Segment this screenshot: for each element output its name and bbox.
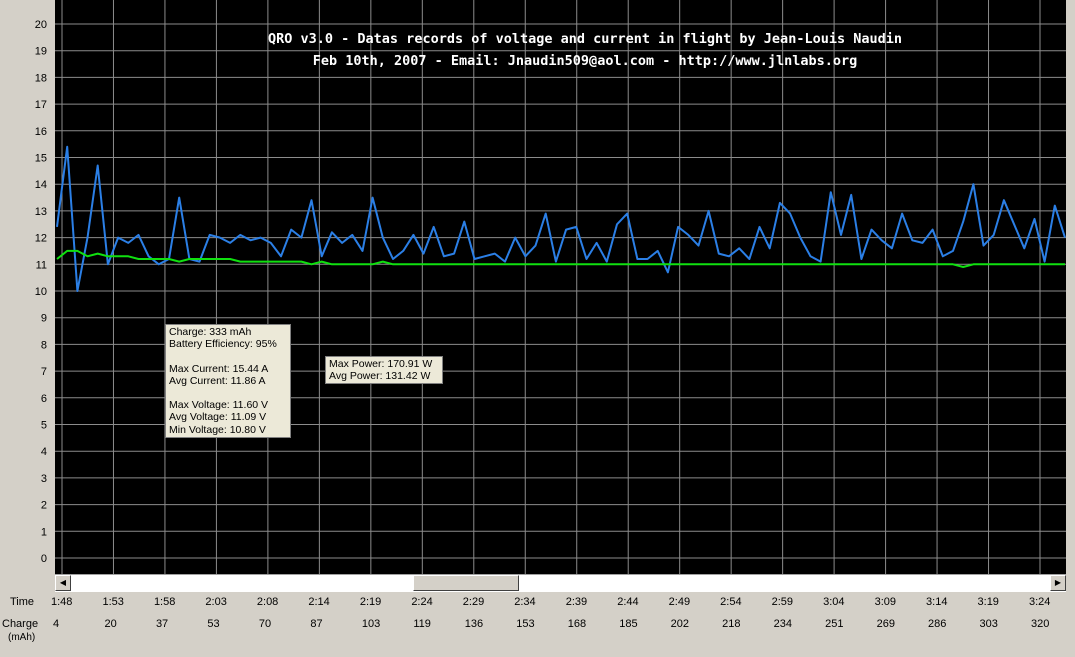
y-tick-label: 1 [41,526,47,538]
stat-battery-efficiency: Battery Efficiency: 95% [169,338,277,351]
charge-tick-label: 119 [413,618,431,630]
y-tick-label: 15 [35,153,47,165]
y-tick-label: 10 [35,286,47,298]
charge-tick-label: 136 [464,618,484,630]
charge-tick-label: 234 [773,618,792,630]
plot-area [55,0,1066,574]
charge-tick-label: 286 [928,618,947,630]
time-tick-label: 2:29 [462,596,485,608]
y-tick-label: 16 [35,126,47,138]
y-tick-label: 19 [35,46,47,58]
time-tick-label: 2:54 [720,596,742,608]
y-tick-label: 7 [41,366,47,378]
stat-spacer [169,387,287,399]
time-tick-label: 3:04 [823,596,845,608]
series-layer [56,145,1066,292]
time-row-label: Time [10,596,35,608]
charge-tick-label: 70 [258,618,272,630]
y-tick-label: 5 [41,420,47,432]
time-tick-label: 2:24 [411,596,433,608]
time-tick-label: 1:58 [153,596,176,608]
chart-title-line-1: QRO v3.0 - Datas records of voltage and … [268,31,902,47]
charge-tick-label: 218 [722,618,741,630]
time-tick-label: 2:39 [565,596,588,608]
y-tick-label: 17 [35,99,47,111]
y-tick-label: 18 [35,72,47,84]
charge-unit-label: (mAh) [8,632,36,643]
charge-tick-label: 202 [670,618,690,630]
stat-max-voltage: Max Voltage: 11.60 V [169,399,269,412]
scroll-right-button[interactable]: ▶ [1050,575,1066,591]
time-tick-label: 2:49 [668,596,691,608]
charge-tick-label: 37 [155,618,169,630]
charge-tick-label: 320 [1031,618,1050,630]
chart-title-line-2: Feb 10th, 2007 - Email: Jnaudin509@aol.c… [312,53,858,69]
voltage-series-line [56,249,1065,268]
charge-tick-label: 269 [876,618,895,630]
time-tick-label: 1:53 [102,596,124,608]
time-tick-label: 3:19 [977,596,999,608]
scroll-thumb[interactable] [413,575,519,591]
y-tick-label: 12 [35,233,47,245]
time-tick-label: 2:03 [205,596,227,608]
y-tick-label: 6 [41,393,47,405]
stat-avg-current: Avg Current: 11.86 A [169,374,266,387]
charge-tick-label: 87 [310,618,323,630]
time-tick-label: 3:09 [874,596,896,608]
time-tick-label: 2:19 [359,596,382,608]
charge-tick-label: 303 [979,618,998,630]
stat-spacer [169,350,287,362]
power-stats-box: Max Power: 170.91 W Avg Power: 131.42 W [325,356,443,385]
charge-tick-label: 251 [825,618,844,630]
charge-tick-label: 153 [516,618,535,630]
stat-charge: Charge: 333 mAh [169,326,252,338]
charge-tick-label: 185 [619,618,638,630]
time-tick-row: 1:48 1:53 1:58 2:03 2:08 2:14 2:19 2:24 2:29 2:34… [0,596,1075,610]
time-tick-label: 3:24 [1029,596,1051,608]
charge-row-label: Charge [2,618,39,630]
time-tick-label: 2:08 [256,596,279,608]
charge-tick-label: 103 [361,618,381,630]
y-tick-label: 14 [35,179,47,191]
stat-min-voltage: Min Voltage: 10.80 V [169,423,266,436]
time-tick-label: 2:44 [617,596,639,608]
charge-tick-label: 4 [53,618,60,630]
y-tick-label: 4 [41,446,47,458]
y-tick-label: 2 [41,500,47,512]
charge-tick-label: 168 [567,618,587,630]
charge-tick-label: 20 [104,618,117,630]
time-tick-label: 2:14 [308,596,330,608]
stat-max-current: Max Current: 15.44 A [169,362,269,375]
stat-max-power: Max Power: 170.91 W [329,358,433,370]
y-tick-label: 8 [41,339,47,351]
time-tick-label: 2:59 [771,596,794,608]
y-tick-label: 9 [41,313,47,325]
scroll-left-button[interactable]: ◀ [55,575,71,591]
y-tick-label: 0 [41,553,47,565]
stat-avg-power: Avg Power: 131.42 W [329,370,431,383]
y-tick-label: 3 [41,473,47,485]
y-tick-label: 13 [35,206,47,218]
flight-stats-box: Charge: 333 mAh Battery Efficiency: 95% … [165,324,291,438]
stat-avg-voltage: Avg Voltage: 11.09 V [169,411,267,424]
y-tick-label: 20 [35,19,47,31]
y-tick-label: 11 [36,259,47,271]
charge-tick-row: 4 20 37 53 70 87 103 119 136 153 168 185 202 218 234 25… [0,618,1075,632]
horizontal-grid [55,23,1066,559]
time-tick-label: 1:48 [51,596,73,608]
current-series-line [56,145,1066,292]
horizontal-scrollbar[interactable]: ◀ ▶ [55,574,1066,592]
charge-tick-label: 53 [207,618,220,630]
time-tick-label: 3:14 [926,596,948,608]
time-tick-label: 2:34 [514,596,536,608]
